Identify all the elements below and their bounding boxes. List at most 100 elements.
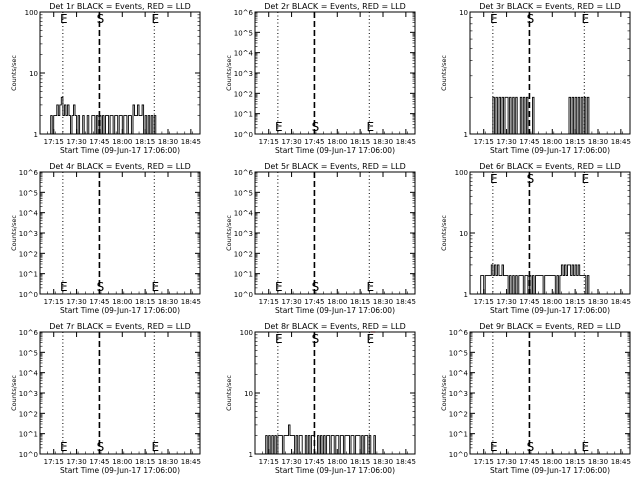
y-tick-label: 10 [244, 390, 253, 398]
x-tick-label: 18:00 [327, 458, 347, 466]
panel-title: Det 7r BLACK = Events, RED = LLD [49, 322, 191, 331]
marker-label-e: E [490, 172, 498, 186]
x-tick-label: 18:30 [373, 138, 393, 146]
marker-label-e: E [275, 120, 283, 134]
marker-label-s: S [527, 440, 535, 454]
panel-title: Det 6r BLACK = Events, RED = LLD [479, 162, 621, 171]
x-tick-label: 17:30 [281, 458, 301, 466]
x-tick-label: 18:15 [135, 298, 155, 306]
x-tick-label: 18:00 [542, 298, 562, 306]
x-tick-label: 18:00 [542, 458, 562, 466]
panel-det-2r: Det 2r BLACK = Events, RED = LLD S E E 10^0 1… [225, 2, 416, 155]
marker-label-e: E [275, 332, 283, 346]
marker-label-e: E [60, 12, 68, 26]
x-axis-label: Start Time (09-Jun-17 17:06:00) [490, 306, 610, 315]
panel-title: Det 9r BLACK = Events, RED = LLD [479, 322, 621, 331]
x-tick-label: 17:15 [474, 138, 494, 146]
x-tick-label: 17:15 [474, 298, 494, 306]
x-tick-label: 18:30 [588, 138, 608, 146]
y-tick-label: 10^3 [19, 390, 38, 398]
x-axis-label: Start Time (09-Jun-17 17:06:00) [490, 146, 610, 155]
x-axis-label: Start Time (09-Jun-17 17:06:00) [490, 466, 610, 475]
series-events-line [49, 96, 157, 135]
marker-label-e: E [490, 12, 498, 26]
marker-label-s: S [527, 12, 535, 26]
y-tick-label: 10 [459, 9, 468, 17]
y-tick-label: 10^6 [234, 169, 254, 177]
x-tick-label: 18:30 [588, 298, 608, 306]
y-tick-label: 10^3 [234, 230, 253, 238]
y-axis-label: Counts/sec [10, 55, 18, 91]
series-events-line [479, 264, 590, 295]
y-tick-label: 100 [455, 169, 468, 177]
x-tick-label: 17:45 [519, 298, 539, 306]
y-tick-label: 10^0 [19, 291, 38, 299]
y-tick-label: 10^5 [449, 349, 468, 357]
y-tick-label: 10^6 [449, 329, 469, 337]
x-tick-label: 18:00 [542, 138, 562, 146]
x-tick-label: 17:30 [496, 138, 516, 146]
x-tick-label: 17:45 [89, 298, 109, 306]
y-axis-label: Counts/sec [225, 375, 233, 411]
y-axis-label: Counts/sec [440, 55, 448, 91]
y-tick-label: 10^1 [449, 431, 468, 439]
x-tick-label: 17:15 [44, 298, 64, 306]
y-tick-label: 1 [249, 451, 253, 459]
y-tick-label: 10^3 [449, 390, 468, 398]
y-tick-label: 1 [34, 131, 38, 139]
marker-label-e: E [581, 12, 589, 26]
x-tick-label: 18:15 [565, 298, 585, 306]
marker-label-e: E [490, 440, 498, 454]
panel-title: Det 1r BLACK = Events, RED = LLD [49, 2, 191, 11]
x-axis-label: Start Time (09-Jun-17 17:06:00) [60, 466, 180, 475]
y-tick-label: 10^1 [234, 111, 253, 119]
x-tick-label: 18:15 [135, 458, 155, 466]
marker-label-e: E [366, 332, 374, 346]
panel-det-4r: Det 4r BLACK = Events, RED = LLD S E E 10^0 1… [10, 162, 201, 315]
x-tick-label: 18:30 [158, 458, 178, 466]
x-tick-label: 17:30 [281, 138, 301, 146]
y-axis-label: Counts/sec [440, 375, 448, 411]
y-axis-label: Counts/sec [225, 55, 233, 91]
panel-title: Det 8r BLACK = Events, RED = LLD [264, 322, 406, 331]
panel-det-9r: Det 9r BLACK = Events, RED = LLD S E E 10^0 1… [440, 322, 631, 475]
y-tick-label: 10^2 [234, 250, 253, 258]
y-tick-label: 10^3 [234, 70, 253, 78]
y-tick-label: 1 [464, 131, 468, 139]
y-tick-label: 10^6 [234, 9, 254, 17]
y-tick-label: 10^0 [449, 451, 468, 459]
y-tick-label: 100 [240, 329, 253, 337]
x-tick-label: 17:15 [44, 458, 64, 466]
plot-frame [469, 331, 631, 455]
x-tick-label: 17:30 [496, 298, 516, 306]
y-tick-label: 100 [25, 9, 38, 17]
x-tick-label: 18:45 [611, 458, 631, 466]
marker-label-e: E [366, 280, 374, 294]
y-tick-label: 10^1 [19, 431, 38, 439]
plot-frame [254, 171, 416, 295]
x-axis-label: Start Time (09-Jun-17 17:06:00) [275, 306, 395, 315]
x-tick-label: 18:45 [396, 458, 416, 466]
marker-label-s: S [312, 280, 320, 294]
panel-det-7r: Det 7r BLACK = Events, RED = LLD S E E 10^0 1… [10, 322, 201, 475]
marker-label-s: S [97, 280, 105, 294]
x-tick-label: 18:15 [565, 458, 585, 466]
x-tick-label: 18:45 [611, 138, 631, 146]
x-tick-label: 17:45 [519, 458, 539, 466]
marker-label-s: S [97, 440, 105, 454]
x-axis-label: Start Time (09-Jun-17 17:06:00) [60, 146, 180, 155]
y-tick-label: 10^5 [234, 29, 253, 37]
y-tick-label: 10^6 [19, 329, 39, 337]
x-tick-label: 18:15 [350, 458, 370, 466]
y-axis-label: Counts/sec [440, 215, 448, 251]
x-tick-label: 17:45 [519, 138, 539, 146]
marker-label-s: S [527, 172, 535, 186]
y-tick-label: 10^2 [19, 250, 38, 258]
panel-det-5r: Det 5r BLACK = Events, RED = LLD S E E 10^0 1… [225, 162, 416, 315]
y-tick-label: 10^2 [19, 410, 38, 418]
x-tick-label: 18:00 [112, 298, 132, 306]
y-tick-label: 10^4 [449, 370, 469, 378]
x-axis-label: Start Time (09-Jun-17 17:06:00) [275, 146, 395, 155]
